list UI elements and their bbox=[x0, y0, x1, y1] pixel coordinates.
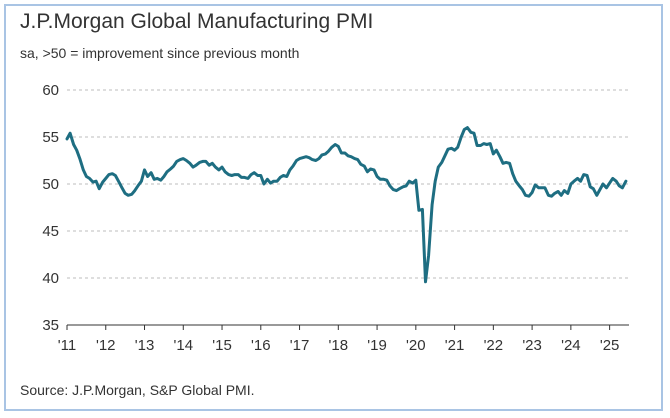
y-tick-label: 35 bbox=[42, 317, 59, 334]
x-axis: '11 '12 '13 '14 '15 '16 '17 '18 '19 '20 '21 '22 '23 '… bbox=[58, 324, 629, 354]
x-tick-label: '17 bbox=[290, 337, 310, 354]
x-tick-label: '18 bbox=[329, 337, 349, 354]
x-tick-label: '23 bbox=[522, 337, 542, 354]
y-tick-label: 45 bbox=[42, 223, 59, 240]
y-axis-ticks: 60 55 50 45 40 35 bbox=[42, 82, 59, 334]
chart-title: J.P.Morgan Global Manufacturing PMI bbox=[20, 10, 374, 33]
chart-source: Source: J.P.Morgan, S&P Global PMI. bbox=[20, 382, 255, 398]
x-tick-label: '19 bbox=[367, 337, 387, 354]
x-tick-label: '22 bbox=[484, 337, 504, 354]
y-tick-label: 60 bbox=[42, 82, 59, 99]
x-tick-label: '21 bbox=[445, 337, 465, 354]
x-tick-label: '12 bbox=[96, 337, 116, 354]
x-tick-label: '11 bbox=[58, 337, 76, 354]
y-tick-label: 40 bbox=[42, 270, 59, 287]
x-tick-label: '20 bbox=[406, 337, 426, 354]
series-layer bbox=[65, 126, 628, 284]
x-tick-label: '14 bbox=[173, 337, 193, 354]
chart-subtitle: sa, >50 = improvement since previous mon… bbox=[20, 45, 300, 61]
y-tick-label: 55 bbox=[42, 129, 59, 146]
x-tick-label: '13 bbox=[135, 337, 155, 354]
x-tick-label: '25 bbox=[600, 337, 620, 354]
x-tick-label: '24 bbox=[561, 337, 581, 354]
chart-frame bbox=[4, 4, 663, 411]
series-line-0 bbox=[65, 126, 628, 284]
x-tick-label: '15 bbox=[212, 337, 232, 354]
grid-lines bbox=[67, 89, 629, 279]
x-tick-label: '16 bbox=[251, 337, 271, 354]
y-tick-label: 50 bbox=[42, 176, 59, 193]
